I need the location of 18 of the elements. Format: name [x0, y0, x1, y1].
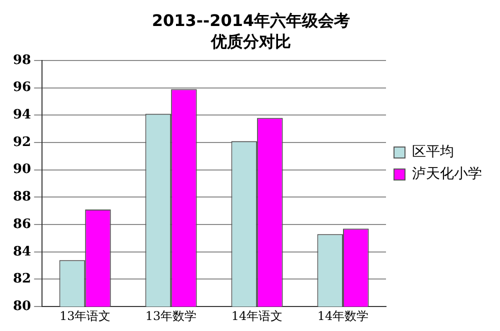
legend-label: 区平均 — [412, 144, 454, 160]
chart-title: 2013--2014年六年级会考 — [152, 10, 350, 30]
x-tick-label: 13年数学 — [145, 308, 197, 323]
chart-subtitle: 优质分对比 — [210, 32, 291, 51]
y-tick-label: 88 — [12, 190, 32, 205]
y-tick-label: 86 — [12, 216, 32, 232]
y-tick-label: 90 — [12, 162, 32, 178]
x-tick-label: 14年语文 — [231, 308, 283, 323]
y-tick-label: 94 — [12, 107, 32, 122]
y-tick-label: 98 — [12, 52, 32, 68]
legend-label: 泸天化小学 — [412, 166, 482, 182]
y-tick-label: 96 — [12, 80, 32, 96]
x-tick-label: 14年数学 — [317, 308, 369, 323]
y-tick-label: 84 — [12, 244, 32, 260]
y-tick-label: 82 — [12, 272, 32, 287]
y-tick-label: 80 — [12, 298, 32, 314]
y-tick-label: 92 — [12, 134, 32, 150]
x-tick-label: 13年语文 — [59, 308, 111, 323]
